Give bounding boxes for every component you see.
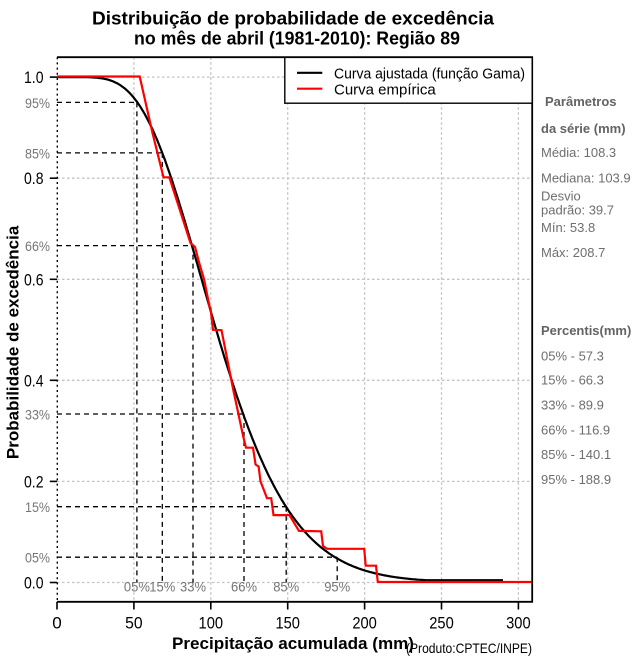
svg-text:15% - 66.3: 15% - 66.3 — [541, 373, 604, 388]
svg-text:padrão: 39.7: padrão: 39.7 — [541, 203, 614, 218]
svg-text:0.6: 0.6 — [24, 271, 44, 289]
svg-text:33% - 89.9: 33% - 89.9 — [541, 398, 604, 413]
svg-text:300: 300 — [506, 615, 531, 633]
svg-text:66% - 116.9: 66% - 116.9 — [541, 423, 610, 438]
svg-text:Mín: 53.8: Mín: 53.8 — [541, 220, 595, 235]
svg-text:Probabilidade de excedência: Probabilidade de excedência — [4, 225, 23, 459]
svg-text:Desvio: Desvio — [541, 189, 581, 204]
svg-text:15%: 15% — [149, 579, 175, 595]
svg-text:0: 0 — [52, 615, 62, 633]
svg-text:66%: 66% — [25, 238, 50, 254]
svg-text:0.2: 0.2 — [24, 473, 44, 491]
svg-text:150: 150 — [275, 615, 300, 633]
svg-text:33%: 33% — [25, 407, 50, 423]
svg-text:Curva empírica: Curva empírica — [334, 81, 436, 98]
svg-text:250: 250 — [429, 615, 454, 633]
svg-text:05%: 05% — [124, 579, 150, 595]
svg-text:no mês de abril (1981-2010): R: no mês de abril (1981-2010): Região 89 — [134, 28, 460, 49]
svg-text:85%: 85% — [25, 145, 50, 161]
svg-text:05%: 05% — [25, 550, 50, 566]
svg-text:Média: 108.3: Média: 108.3 — [541, 145, 616, 160]
svg-text:Mediana: 103.9: Mediana: 103.9 — [541, 171, 631, 186]
svg-text:66%: 66% — [231, 579, 257, 595]
svg-text:95%: 95% — [324, 579, 350, 595]
svg-text:(Produto:CPTEC/INPE): (Produto:CPTEC/INPE) — [406, 640, 532, 656]
svg-text:Distribuição de probabilidade: Distribuição de probabilidade de excedên… — [92, 8, 495, 29]
svg-text:85% - 140.1: 85% - 140.1 — [541, 447, 611, 462]
svg-text:100: 100 — [199, 615, 224, 633]
svg-text:da série (mm): da série (mm) — [541, 121, 626, 136]
svg-text:1.0: 1.0 — [24, 69, 44, 87]
svg-text:0.0: 0.0 — [24, 575, 44, 593]
svg-text:Percentis(mm): Percentis(mm) — [541, 323, 631, 338]
svg-text:Máx: 208.7: Máx: 208.7 — [541, 245, 605, 260]
svg-text:95% - 188.9: 95% - 188.9 — [541, 472, 611, 487]
svg-text:200: 200 — [352, 615, 377, 633]
svg-text:33%: 33% — [180, 579, 206, 595]
svg-text:95%: 95% — [25, 95, 50, 111]
svg-text:Precipitação acumulada (mm): Precipitação acumulada (mm) — [172, 634, 414, 653]
svg-text:Parâmetros: Parâmetros — [545, 94, 617, 109]
svg-text:15%: 15% — [25, 499, 50, 515]
svg-text:50: 50 — [125, 615, 143, 633]
svg-text:Curva ajustada (função Gama): Curva ajustada (função Gama) — [334, 65, 525, 82]
svg-text:85%: 85% — [273, 579, 299, 595]
svg-text:0.4: 0.4 — [24, 372, 44, 390]
svg-text:05% - 57.3: 05% - 57.3 — [541, 349, 604, 364]
svg-text:0.8: 0.8 — [24, 170, 44, 188]
